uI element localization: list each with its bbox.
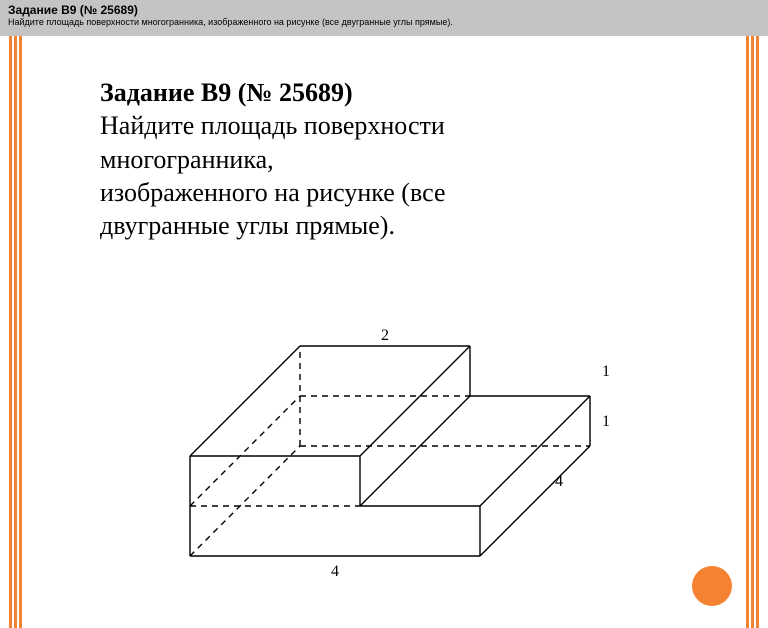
accent-stripe xyxy=(756,36,759,628)
svg-text:1: 1 xyxy=(602,413,610,430)
svg-text:2: 2 xyxy=(381,327,389,344)
accent-stripe xyxy=(9,36,12,628)
header-subtitle: Найдите площадь поверхности многогранник… xyxy=(8,17,760,28)
accent-stripe xyxy=(14,36,17,628)
svg-text:1: 1 xyxy=(602,363,610,380)
polyhedron-svg: 2 1 1 4 4 xyxy=(150,306,630,596)
slide-title: Задание B9 (№ 25689) xyxy=(100,78,353,107)
slide: Задание B9 (№ 25689) Найдите площадь пов… xyxy=(0,36,768,628)
header-title: Задание B9 (№ 25689) xyxy=(8,3,760,17)
slide-line: изображенного на рисунке (все xyxy=(100,178,446,207)
header-bar: Задание B9 (№ 25689) Найдите площадь пов… xyxy=(0,0,768,36)
accent-stripe xyxy=(751,36,754,628)
svg-text:4: 4 xyxy=(331,563,339,580)
accent-stripe xyxy=(746,36,749,628)
page-indicator-dot xyxy=(692,566,732,606)
slide-line: многогранника, xyxy=(100,145,274,174)
svg-text:4: 4 xyxy=(555,473,563,490)
slide-text: Задание B9 (№ 25689) Найдите площадь пов… xyxy=(100,76,660,242)
slide-line: двугранные углы прямые). xyxy=(100,211,395,240)
slide-line: Найдите площадь поверхности xyxy=(100,111,445,140)
accent-stripe xyxy=(19,36,22,628)
polyhedron-figure: 2 1 1 4 4 xyxy=(150,306,630,596)
